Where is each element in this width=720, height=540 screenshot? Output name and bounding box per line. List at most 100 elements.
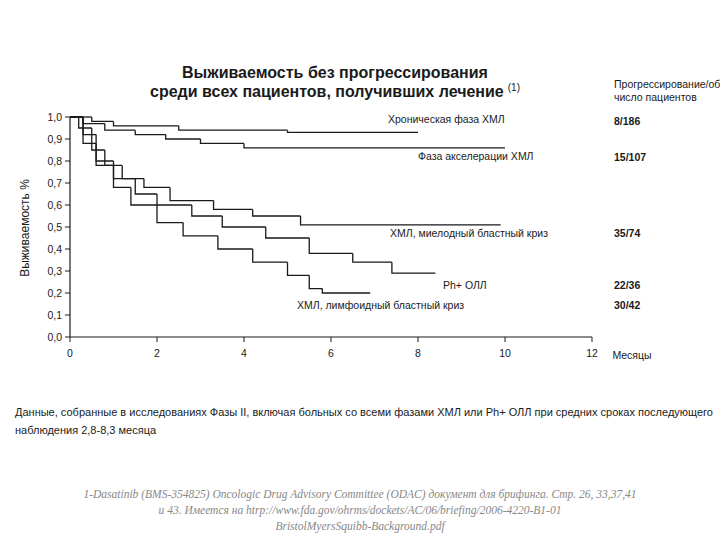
- y-tick: [65, 293, 70, 294]
- survival-step: [253, 209, 301, 216]
- series-label: Ph+ ОЛЛ: [443, 279, 487, 291]
- y-tick-label: 0,7: [47, 177, 62, 189]
- survival-step: [222, 216, 266, 227]
- survival-step: [105, 124, 135, 131]
- title: Выживаемость без прогрессирования среди в…: [150, 64, 520, 100]
- survival-step: [79, 117, 92, 128]
- survival-step: [131, 187, 157, 205]
- y-tick-label: 0,6: [47, 199, 62, 211]
- survival-step: [322, 289, 370, 293]
- series-label: ХМЛ, лимфоидный бластный криз: [297, 299, 464, 311]
- survival-step: [83, 117, 96, 143]
- survival-step: [392, 262, 436, 273]
- survival-step: [157, 194, 192, 205]
- series-label: ХМЛ, миелодный бластный криз: [390, 227, 548, 239]
- source: 1-Dasatinib (BMS-354825) Oncologic Drug …: [83, 488, 636, 501]
- y-tick-label: 0,8: [47, 155, 62, 167]
- y-tick: [65, 271, 70, 272]
- survival-step: [183, 223, 218, 236]
- survival-step: [114, 161, 136, 179]
- x-tick-label: 12: [586, 347, 598, 359]
- survival-step: [170, 187, 214, 200]
- survival-step: [70, 116, 83, 117]
- y-tick: [65, 117, 70, 118]
- survival-step: [96, 143, 113, 165]
- x-tick-label: 10: [499, 347, 511, 359]
- column-header: Прогрессирование/общее: [614, 78, 720, 90]
- x-tick-label: 8: [415, 347, 421, 359]
- progression-count: 35/74: [614, 227, 640, 239]
- survival-step: [192, 205, 222, 216]
- survival-step: [135, 179, 157, 194]
- y-tick-label: 0,0: [47, 331, 62, 343]
- survival-step: [83, 117, 96, 135]
- y-tick-label: 0,2: [47, 287, 62, 299]
- y-tick: [65, 227, 70, 228]
- y-tick: [65, 337, 70, 338]
- marks: [70, 117, 505, 293]
- survival-step: [96, 135, 113, 161]
- y-tick: [65, 183, 70, 184]
- x-tick-label: 6: [328, 347, 334, 359]
- x-tick: [331, 337, 332, 342]
- footnote: наблюдения 2,8-8,3 месяца: [15, 424, 157, 436]
- footnote: Данные, собранные в исследованиях Фазы I…: [15, 406, 713, 418]
- survival-step: [179, 126, 288, 130]
- series-label: Фаза акселерации ХМЛ: [418, 150, 534, 162]
- title-line: среди всех пациентов, получивших лечение: [150, 83, 504, 100]
- survival-step: [122, 165, 144, 178]
- progression-count: 8/186: [614, 115, 640, 127]
- survival-step: [201, 139, 245, 143]
- y-tick-label: 0,4: [47, 243, 62, 255]
- survival-step: [218, 236, 253, 249]
- y-tick: [65, 249, 70, 250]
- survival-step: [114, 121, 179, 125]
- survival-step: [92, 117, 114, 121]
- progression-count: 22/36: [614, 279, 640, 291]
- survival-step: [83, 117, 105, 124]
- survival-step: [244, 143, 505, 147]
- x-tick: [505, 337, 506, 342]
- y-tick: [65, 139, 70, 140]
- survival-step: [309, 275, 322, 288]
- survival-step: [92, 128, 105, 150]
- progression-count: 30/42: [614, 299, 640, 311]
- y-tick-label: 1,0: [47, 111, 62, 123]
- survival-step: [253, 249, 288, 262]
- x-label: Месяцы: [612, 349, 651, 361]
- survival-step: [166, 135, 201, 139]
- source: BristolMyersSquibb-Background.pdf: [275, 520, 446, 533]
- x-tick: [418, 337, 419, 342]
- y-tick-label: 0,9: [47, 133, 62, 145]
- survival-step: [70, 116, 83, 117]
- survival-step: [114, 165, 131, 187]
- x-tick: [157, 337, 158, 342]
- survival-step: [266, 227, 310, 238]
- progression-count: 15/107: [614, 151, 646, 163]
- x-tick-label: 0: [67, 347, 73, 359]
- survival-step: [288, 130, 419, 132]
- title-line: Выживаемость без прогрессирования: [182, 64, 488, 81]
- y-tick-label: 0,3: [47, 265, 62, 277]
- survival-step: [301, 216, 501, 225]
- survival-step: [157, 205, 183, 223]
- y-label: Выживаемость %: [18, 179, 32, 277]
- y-tick: [65, 315, 70, 316]
- y-tick-label: 0,5: [47, 221, 62, 233]
- title-note: (1): [508, 82, 520, 93]
- y-tick: [65, 161, 70, 162]
- survival-step: [70, 116, 83, 117]
- x-tick: [592, 337, 593, 342]
- series-label: Хроническая фаза ХМЛ: [388, 113, 505, 125]
- survival-step: [214, 201, 253, 210]
- column-header: число пациентов: [614, 91, 697, 103]
- y-tick: [65, 205, 70, 206]
- x-tick: [70, 337, 71, 342]
- survival-step: [309, 238, 353, 253]
- y-tick-label: 0,1: [47, 309, 62, 321]
- survival-step: [353, 253, 392, 262]
- survival-step: [70, 116, 92, 117]
- x-tick-label: 4: [241, 347, 247, 359]
- survival-step: [135, 130, 165, 134]
- x-tick: [244, 337, 245, 342]
